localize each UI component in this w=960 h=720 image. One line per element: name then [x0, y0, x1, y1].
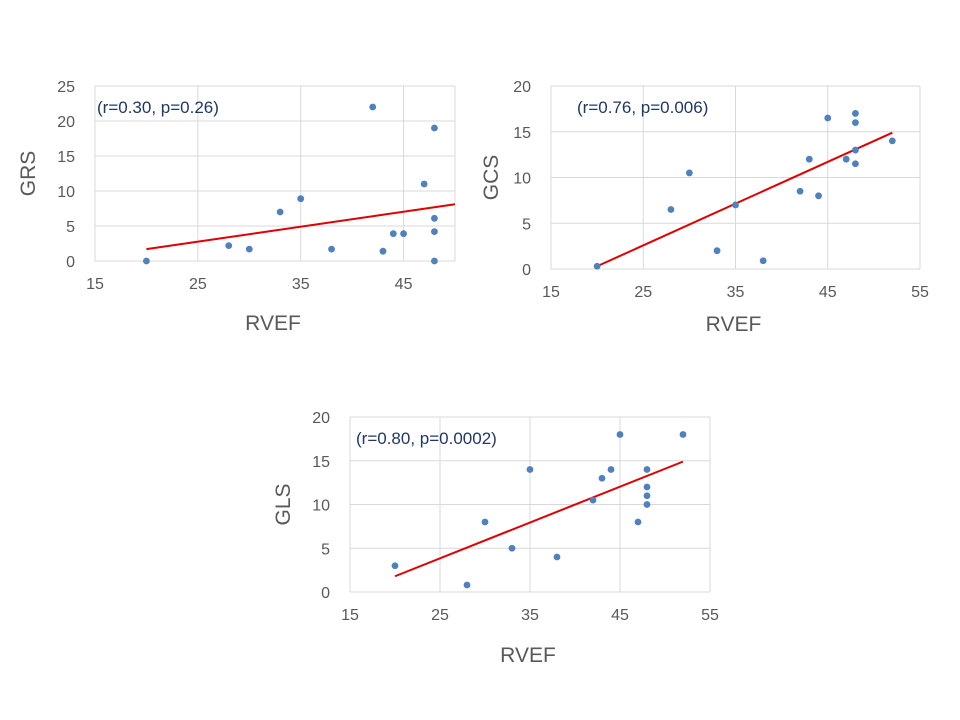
x-tick-label: 45 [611, 607, 629, 624]
data-point [616, 431, 624, 438]
x-tick-label: 35 [727, 284, 745, 301]
y-tick-label: 5 [522, 216, 531, 233]
y-tick-label: 10 [312, 498, 330, 515]
chart-panel-gls: 15 25 35 45 55 0 5 10 15 20 RVEF GLS (r=0.80, p=0.00… [272, 410, 719, 667]
data-point [598, 474, 606, 482]
correlation-annotation: (r=0.30, p=0.26) [97, 98, 219, 117]
y-tick-label: 0 [66, 254, 75, 271]
data-point [593, 262, 601, 270]
y-tick-label: 0 [522, 262, 531, 279]
y-axis-title: GRS [17, 151, 40, 197]
data-point [815, 192, 822, 200]
data-point [431, 124, 438, 132]
chart-panel-grs: 15 25 35 45 0 5 10 15 20 25 RVEF GRS (r=0.30, p=0.26… [17, 79, 456, 335]
data-point [225, 242, 233, 250]
data-point [852, 160, 859, 168]
data-point [297, 195, 305, 203]
y-axis-title: GCS [480, 155, 503, 201]
data-point [553, 553, 561, 561]
y-tick-label: 10 [513, 171, 531, 188]
data-point [842, 155, 850, 163]
x-tick-label: 25 [189, 276, 207, 293]
data-point [400, 230, 407, 238]
x-tick-label: 25 [634, 284, 652, 301]
trend-line [394, 460, 684, 578]
data-point [852, 146, 859, 154]
data-point [589, 496, 597, 504]
x-tick-label: 45 [819, 284, 837, 301]
y-tick-label: 5 [321, 541, 330, 558]
data-point [508, 544, 516, 552]
data-point [888, 137, 896, 145]
trend-line [596, 131, 893, 268]
x-tick-label: 25 [431, 607, 449, 624]
data-point [824, 114, 832, 122]
chart-panel-gcs: 15 25 35 45 55 0 5 10 15 20 RVEF GCS (r=0.76, p=0.00… [480, 79, 929, 336]
data-point [607, 466, 615, 473]
y-tick-label: 5 [66, 219, 75, 236]
data-point [369, 103, 377, 111]
data-point [643, 483, 651, 491]
data-point [667, 206, 675, 213]
data-point [431, 257, 438, 265]
data-point [526, 466, 534, 473]
data-point [431, 228, 438, 236]
x-tick-label: 35 [292, 276, 310, 293]
data-point [852, 119, 859, 126]
data-point [391, 562, 399, 570]
y-tick-label: 15 [57, 149, 75, 166]
data-point [481, 518, 489, 526]
x-tick-label: 55 [701, 607, 719, 624]
y-tick-label: 20 [57, 114, 75, 131]
data-point [732, 201, 739, 209]
data-point [643, 501, 651, 508]
data-point [463, 581, 471, 589]
x-axis-title: RVEF [500, 644, 556, 667]
x-tick-label: 15 [542, 284, 560, 301]
data-point [143, 257, 150, 265]
correlation-annotation: (r=0.76, p=0.006) [577, 98, 708, 117]
y-tick-label: 0 [321, 585, 330, 602]
data-point [420, 180, 428, 188]
data-point [796, 187, 804, 195]
data-point [389, 230, 397, 238]
y-tick-label: 15 [513, 125, 531, 142]
y-tick-label: 20 [513, 79, 531, 96]
data-point [805, 155, 813, 163]
data-point [634, 518, 642, 526]
x-tick-label: 55 [911, 284, 929, 301]
x-tick-label: 45 [395, 276, 413, 293]
data-point [379, 247, 387, 255]
data-point [685, 169, 693, 177]
x-axis-title: RVEF [706, 313, 762, 336]
data-point [852, 110, 859, 117]
x-tick-label: 15 [341, 607, 359, 624]
y-tick-label: 15 [312, 454, 330, 471]
data-point [276, 208, 284, 216]
data-point [245, 245, 253, 253]
data-point [643, 492, 651, 500]
data-point [679, 431, 687, 438]
data-point [759, 257, 767, 265]
y-tick-label: 25 [57, 79, 75, 96]
y-tick-label: 20 [312, 410, 330, 427]
y-axis-title: GLS [272, 483, 295, 525]
y-tick-label: 10 [57, 184, 75, 201]
correlation-annotation: (r=0.80, p=0.0002) [356, 429, 497, 448]
trend-line [146, 203, 456, 251]
data-point [431, 214, 438, 222]
x-axis-title: RVEF [245, 312, 301, 335]
data-point [328, 245, 335, 253]
data-point [643, 466, 651, 473]
x-tick-label: 35 [521, 607, 539, 624]
data-point [713, 247, 721, 255]
x-tick-label: 15 [86, 276, 104, 293]
